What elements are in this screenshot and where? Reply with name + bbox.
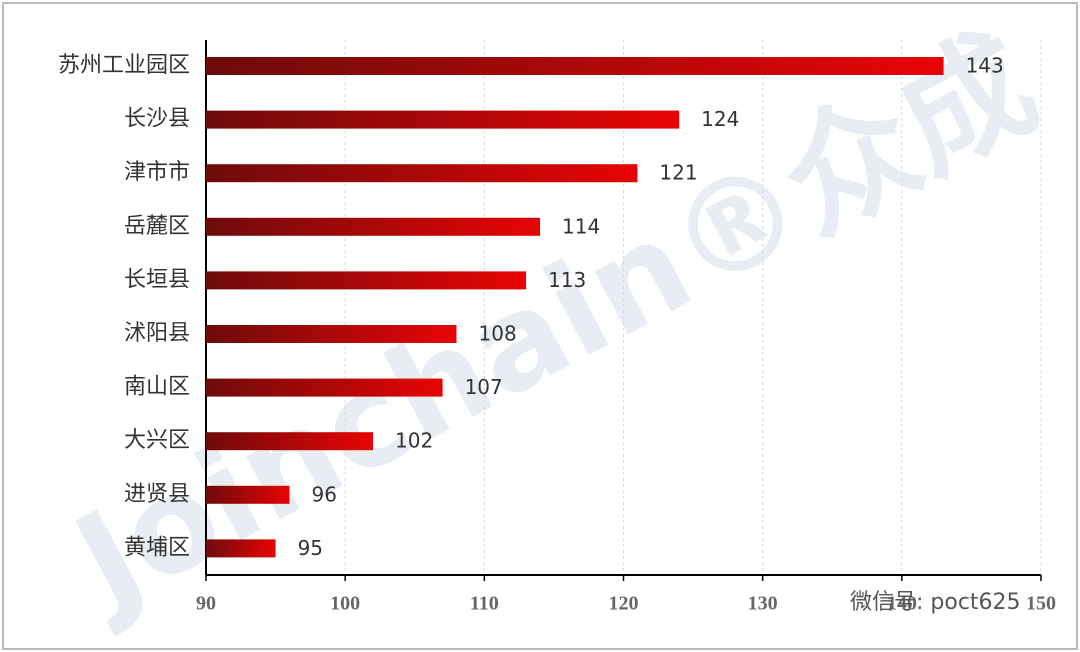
bar (206, 539, 276, 558)
bar (206, 57, 944, 75)
bar (206, 164, 638, 183)
value-label: 143 (966, 54, 1004, 78)
value-label: 108 (479, 322, 517, 346)
value-label: 113 (548, 268, 586, 292)
x-tick-label: 140 (887, 593, 917, 615)
category-label: 苏州工业园区 (58, 53, 190, 78)
value-label: 114 (562, 214, 600, 238)
category-label: 岳麓区 (124, 214, 190, 239)
x-tick-label: 120 (609, 593, 639, 615)
x-tick-label: 150 (1026, 593, 1056, 615)
x-tick-label: 100 (330, 593, 360, 615)
value-label: 102 (395, 429, 433, 453)
x-tick-label: 130 (748, 593, 778, 615)
category-label: 长沙县 (124, 107, 190, 132)
source-label: 微信号: poct625 (850, 590, 1021, 615)
category-label: 进贤县 (124, 482, 190, 507)
bar (206, 325, 457, 343)
category-label: 长垣县 (124, 267, 190, 292)
bar (206, 378, 443, 397)
category-label: 黄埔区 (124, 535, 190, 560)
value-label: 107 (465, 375, 503, 399)
value-label: 121 (659, 161, 697, 185)
value-label: 95 (298, 536, 323, 560)
category-label: 大兴区 (124, 428, 190, 453)
x-tick-label: 90 (196, 593, 216, 615)
bar (206, 110, 680, 129)
x-tick-label: 110 (470, 593, 499, 615)
category-label: 沭阳县 (124, 321, 190, 346)
bar (206, 217, 540, 236)
value-label: 96 (312, 482, 337, 506)
value-label: 124 (701, 107, 739, 131)
category-label: 津市市 (124, 160, 190, 185)
bar (206, 432, 373, 451)
bar (206, 485, 290, 504)
category-label: 南山区 (124, 375, 190, 400)
bar (206, 271, 527, 290)
